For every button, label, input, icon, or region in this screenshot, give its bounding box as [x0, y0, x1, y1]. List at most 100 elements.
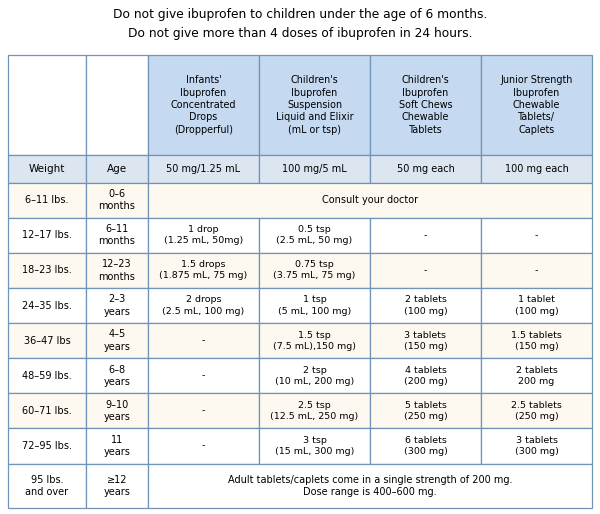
Text: 3 tsp
(15 mL, 300 mg): 3 tsp (15 mL, 300 mg) — [275, 436, 354, 456]
Bar — [148, 464, 592, 508]
Text: 4–5
years: 4–5 years — [104, 329, 130, 352]
Bar — [8, 55, 86, 155]
Bar — [370, 253, 481, 288]
Text: Children's
Ibuprofen
Soft Chews
Chewable
Tablets: Children's Ibuprofen Soft Chews Chewable… — [398, 75, 452, 135]
Text: Age: Age — [107, 164, 127, 174]
Bar — [86, 182, 148, 218]
Bar — [148, 323, 259, 358]
Text: 2 drops
(2.5 mL, 100 mg): 2 drops (2.5 mL, 100 mg) — [163, 296, 245, 316]
Text: -: - — [202, 407, 205, 415]
Bar — [86, 55, 148, 155]
Bar — [148, 358, 259, 393]
Bar — [8, 155, 86, 182]
Bar — [148, 288, 259, 323]
Bar — [259, 218, 370, 253]
Bar — [8, 464, 86, 508]
Text: 0.5 tsp
(2.5 mL, 50 mg): 0.5 tsp (2.5 mL, 50 mg) — [277, 225, 353, 245]
Text: 1 drop
(1.25 mL, 50mg): 1 drop (1.25 mL, 50mg) — [164, 225, 243, 245]
Bar — [481, 55, 592, 155]
Bar — [370, 358, 481, 393]
Bar — [8, 358, 86, 393]
Bar — [148, 253, 259, 288]
Bar — [86, 464, 148, 508]
Bar — [8, 429, 86, 464]
Text: 6–8
years: 6–8 years — [104, 364, 130, 387]
Bar — [481, 393, 592, 429]
Bar — [86, 155, 148, 182]
Text: Weight: Weight — [29, 164, 65, 174]
Bar — [148, 155, 259, 182]
Bar — [8, 253, 86, 288]
Text: 11
years: 11 years — [104, 435, 130, 457]
Bar — [148, 218, 259, 253]
Text: 2.5 tablets
(250 mg): 2.5 tablets (250 mg) — [511, 401, 562, 421]
Bar — [148, 182, 592, 218]
Text: -: - — [535, 266, 538, 275]
Text: 1.5 tablets
(150 mg): 1.5 tablets (150 mg) — [511, 331, 562, 351]
Bar — [86, 429, 148, 464]
Bar — [481, 323, 592, 358]
Text: 6–11 lbs.: 6–11 lbs. — [25, 195, 69, 205]
Text: 50 mg/1.25 mL: 50 mg/1.25 mL — [166, 164, 241, 174]
Text: 2 tablets
200 mg: 2 tablets 200 mg — [515, 366, 557, 386]
Text: 3 tablets
(300 mg): 3 tablets (300 mg) — [515, 436, 559, 456]
Bar — [148, 393, 259, 429]
Bar — [259, 55, 370, 155]
Text: 2 tablets
(100 mg): 2 tablets (100 mg) — [404, 296, 448, 316]
Bar — [148, 429, 259, 464]
Text: 100 mg each: 100 mg each — [505, 164, 568, 174]
Bar — [259, 393, 370, 429]
Text: Adult tablets/caplets come in a single strength of 200 mg.
Dose range is 400–600: Adult tablets/caplets come in a single s… — [228, 474, 512, 497]
Bar — [259, 323, 370, 358]
Bar — [370, 218, 481, 253]
Text: 6–11
months: 6–11 months — [98, 224, 136, 247]
Bar — [8, 393, 86, 429]
Text: 0.75 tsp
(3.75 mL, 75 mg): 0.75 tsp (3.75 mL, 75 mg) — [274, 261, 356, 281]
Bar — [259, 429, 370, 464]
Bar — [259, 358, 370, 393]
Bar — [481, 218, 592, 253]
Text: 1 tablet
(100 mg): 1 tablet (100 mg) — [515, 296, 559, 316]
Bar — [370, 429, 481, 464]
Text: -: - — [202, 336, 205, 345]
Text: 2.5 tsp
(12.5 mL, 250 mg): 2.5 tsp (12.5 mL, 250 mg) — [271, 401, 359, 421]
Text: Do not give ibuprofen to children under the age of 6 months.
Do not give more th: Do not give ibuprofen to children under … — [113, 8, 487, 40]
Bar — [259, 155, 370, 182]
Bar — [8, 218, 86, 253]
Bar — [370, 155, 481, 182]
Text: Children's
Ibuprofen
Suspension
Liquid and Elixir
(mL or tsp): Children's Ibuprofen Suspension Liquid a… — [275, 75, 353, 135]
Bar — [86, 358, 148, 393]
Bar — [86, 323, 148, 358]
Text: 6 tablets
(300 mg): 6 tablets (300 mg) — [404, 436, 448, 456]
Text: 0–6
months: 0–6 months — [98, 189, 136, 211]
Bar — [481, 358, 592, 393]
Bar — [8, 323, 86, 358]
Text: 12–17 lbs.: 12–17 lbs. — [22, 230, 72, 240]
Bar — [8, 182, 86, 218]
Text: -: - — [424, 231, 427, 240]
Text: 9–10
years: 9–10 years — [104, 400, 130, 422]
Text: 2 tsp
(10 mL, 200 mg): 2 tsp (10 mL, 200 mg) — [275, 366, 354, 386]
Bar — [481, 253, 592, 288]
Bar — [86, 218, 148, 253]
Bar — [370, 323, 481, 358]
Bar — [370, 288, 481, 323]
Bar — [481, 288, 592, 323]
Text: 18–23 lbs.: 18–23 lbs. — [22, 265, 72, 276]
Text: Junior Strength
Ibuprofen
Chewable
Tablets/
Caplets: Junior Strength Ibuprofen Chewable Table… — [500, 75, 572, 135]
Text: ≥12
years: ≥12 years — [104, 474, 130, 497]
Text: 5 tablets
(250 mg): 5 tablets (250 mg) — [404, 401, 448, 421]
Text: Infants'
Ibuprofen
Concentrated
Drops
(Dropperful): Infants' Ibuprofen Concentrated Drops (D… — [171, 75, 236, 135]
Bar — [259, 288, 370, 323]
Text: -: - — [202, 371, 205, 380]
Bar — [86, 288, 148, 323]
Bar — [370, 393, 481, 429]
Bar — [86, 393, 148, 429]
Text: 4 tablets
(200 mg): 4 tablets (200 mg) — [404, 366, 448, 386]
Text: 50 mg each: 50 mg each — [397, 164, 454, 174]
Text: 1.5 drops
(1.875 mL, 75 mg): 1.5 drops (1.875 mL, 75 mg) — [160, 261, 248, 281]
Text: 100 mg/5 mL: 100 mg/5 mL — [282, 164, 347, 174]
Text: 1 tsp
(5 mL, 100 mg): 1 tsp (5 mL, 100 mg) — [278, 296, 351, 316]
Bar — [481, 429, 592, 464]
Text: 48–59 lbs.: 48–59 lbs. — [22, 371, 72, 381]
